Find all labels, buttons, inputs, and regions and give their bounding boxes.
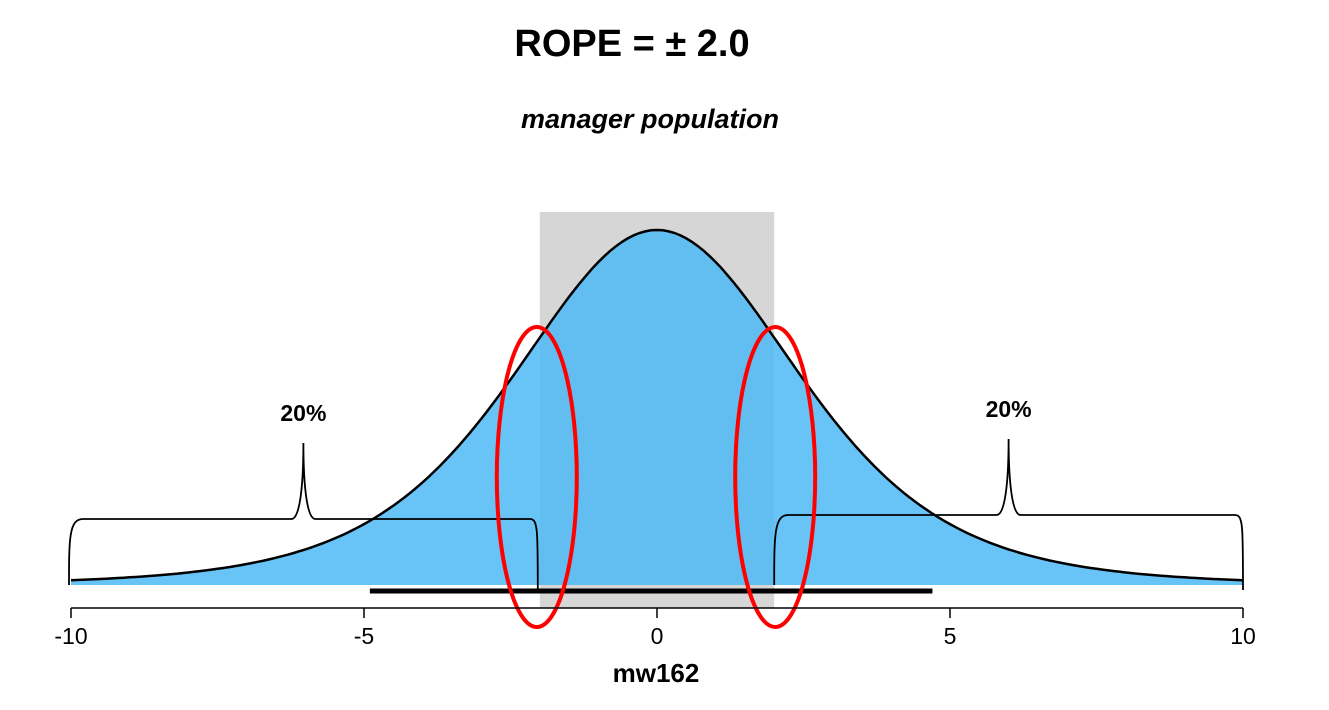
brace — [68, 442, 539, 591]
annotation: 20% — [280, 400, 326, 426]
density-curve — [70, 228, 1244, 582]
density-area — [71, 230, 1243, 585]
x-tick-label: -10 — [54, 623, 87, 649]
x-tick-label: 5 — [944, 623, 957, 649]
chart-subtitle: manager population — [521, 104, 779, 134]
highlight-ellipse — [733, 325, 818, 629]
annotation: 20% — [986, 396, 1032, 422]
x-tick-label: -5 — [354, 623, 374, 649]
brace — [773, 438, 1244, 591]
x-axis-label: mw162 — [613, 658, 700, 688]
x-tick-label: 0 — [651, 623, 664, 649]
chart-title: ROPE = ± 2.0 — [514, 23, 749, 65]
x-tick-label: 10 — [1230, 623, 1256, 649]
highlight-ellipse — [494, 325, 579, 629]
